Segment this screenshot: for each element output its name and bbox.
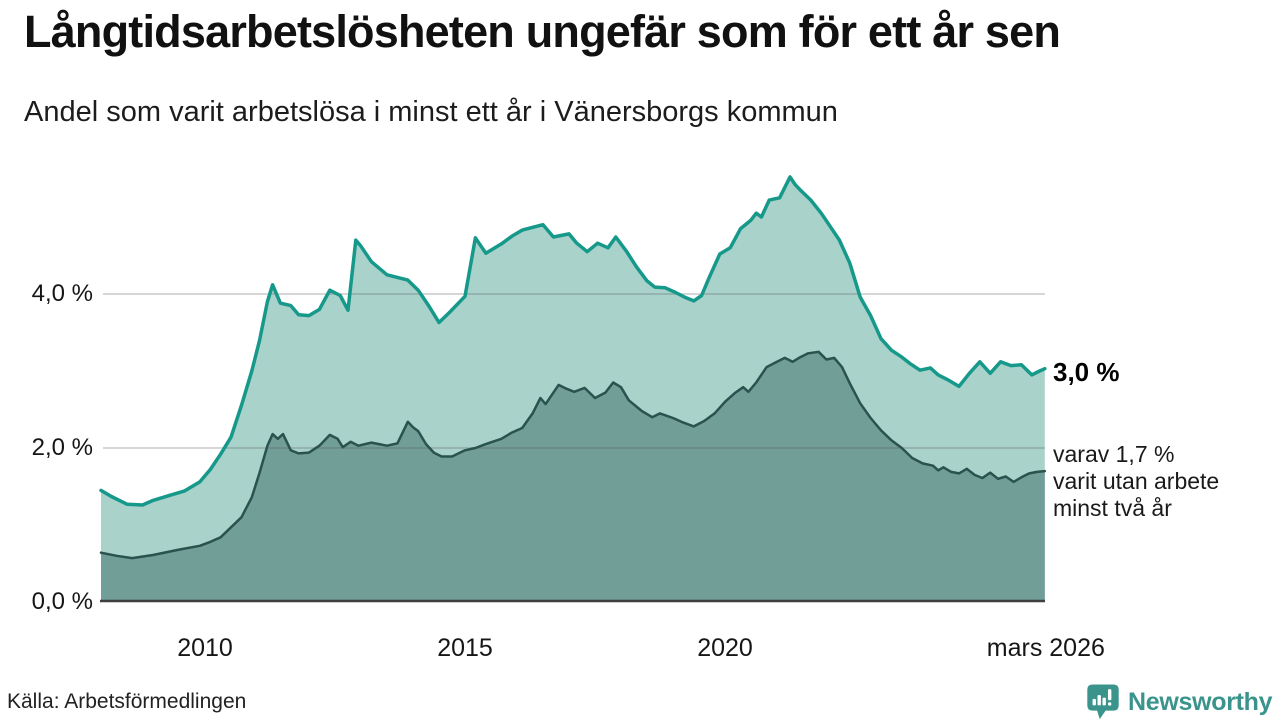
latest-sub-line-1: varav 1,7 % [1053, 441, 1175, 467]
newsworthy-logo: Newsworthy [1086, 683, 1273, 720]
x-tick-label-2015: 2015 [437, 634, 493, 662]
x-tick-label-mars-2026: mars 2026 [986, 634, 1105, 662]
page-subtitle: Andel som varit arbetslösa i minst ett å… [24, 96, 838, 128]
series-sub-line [99, 350, 1047, 560]
latest-total-annotation: 3,0 % [1053, 357, 1120, 387]
latest-sub-line-3: minst två år [1053, 495, 1172, 521]
y-tick-label-0: 0,0 % [31, 588, 93, 615]
logo-bar-chart-glyph [1092, 689, 1112, 706]
latest-sub-annotation: varav 1,7 % varit utan arbete minst två … [1053, 441, 1219, 522]
y-tick-label-4: 4,0 % [31, 280, 93, 307]
latest-sub-line-2: varit utan arbete [1053, 468, 1220, 494]
source-text: Källa: Arbetsförmedlingen [7, 690, 247, 713]
newsworthy-logo-icon [1087, 684, 1119, 720]
x-tick-label-2010: 2010 [177, 634, 233, 662]
newsworthy-logo-text: Newsworthy [1128, 688, 1273, 716]
y-tick-label-2: 2,0 % [31, 434, 93, 461]
series-total-line [99, 175, 1047, 507]
page-title: Långtidsarbetslösheten ungefär som för e… [24, 6, 1061, 57]
series-sub-area [101, 351, 1045, 602]
x-tick-label-2020: 2020 [697, 634, 753, 662]
